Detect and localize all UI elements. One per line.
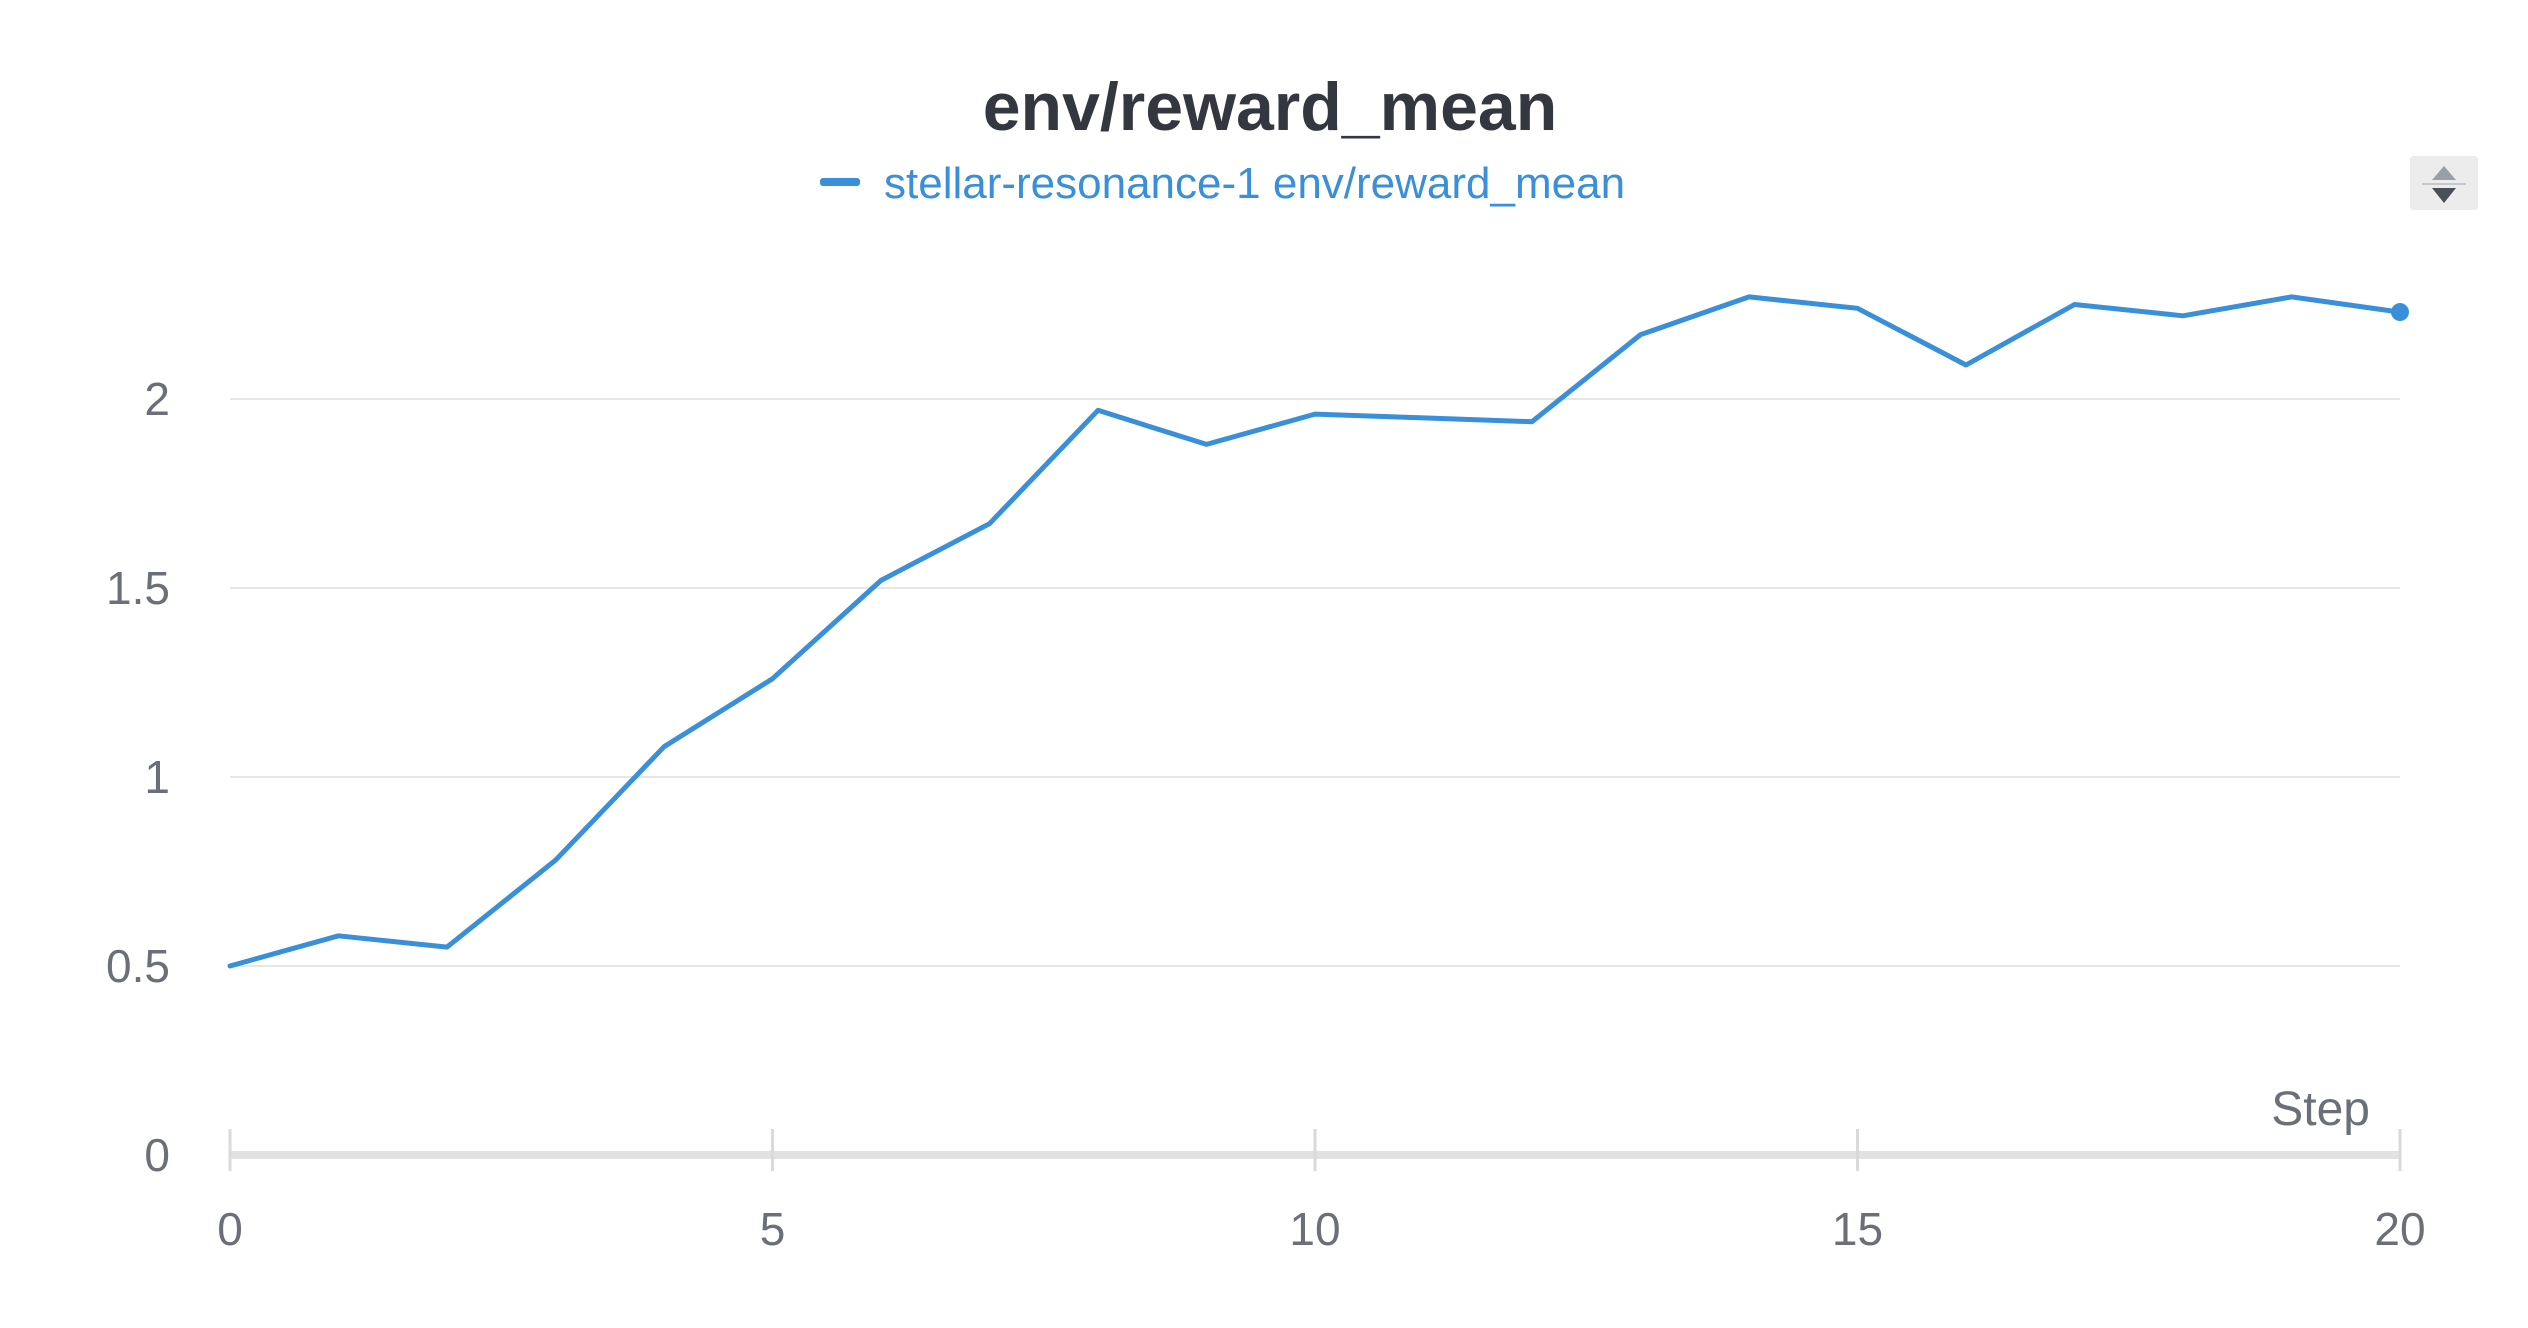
series-line (227, 294, 2403, 969)
y-tick-label: 1.5 (106, 562, 170, 614)
x-tick-label: 15 (1832, 1203, 1883, 1255)
x-tick-label: 10 (1289, 1203, 1340, 1255)
y-axis-ticks: 0 0.5 1 1.5 2 (106, 373, 170, 1181)
series-end-point (2391, 303, 2409, 322)
x-tick-label: 0 (217, 1203, 243, 1255)
y-tick-label: 1 (144, 751, 170, 803)
x-axis-label: Step (2271, 1083, 2370, 1136)
x-tick-label: 5 (760, 1203, 786, 1255)
sort-down-icon (2432, 188, 2456, 203)
y-tick-label: 0 (144, 1129, 170, 1181)
grid-lines (230, 398, 2400, 967)
legend-label: stellar-resonance-1 env/reward_mean (884, 159, 1625, 208)
chart-title: env/reward_mean (983, 69, 1558, 145)
x-axis-ticks: 0 5 10 15 20 (217, 1129, 2426, 1255)
sort-up-icon (2432, 166, 2456, 180)
y-tick-label: 0.5 (106, 940, 170, 992)
legend[interactable]: stellar-resonance-1 env/reward_mean (820, 159, 1625, 208)
sort-toggle-button[interactable] (2410, 156, 2478, 210)
legend-swatch (820, 178, 860, 186)
x-tick-label: 20 (2374, 1203, 2425, 1255)
y-tick-label: 2 (144, 373, 170, 425)
series-layer (227, 294, 2409, 969)
